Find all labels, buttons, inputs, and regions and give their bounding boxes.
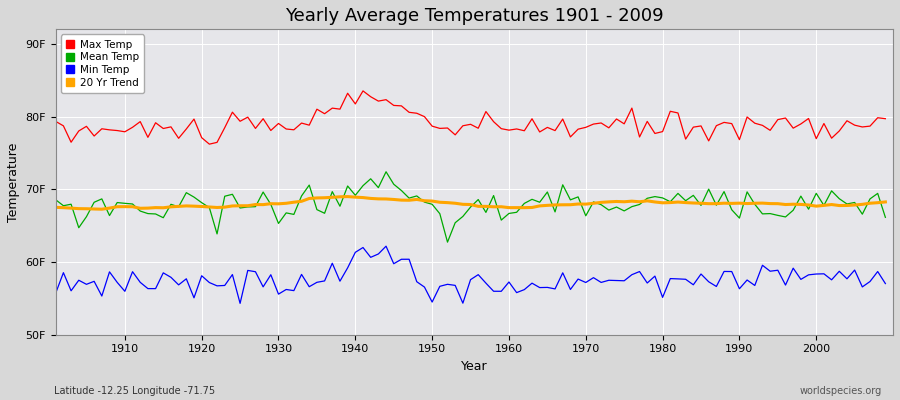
Max Temp [50,119,61,124]
Line: Max Temp: Max Temp [56,91,886,144]
Min Temp [381,244,392,248]
Min Temp [235,301,246,306]
20 Yr Trend [880,200,891,204]
Max Temp [204,142,215,146]
20 Yr Trend [611,199,622,204]
Mean Temp [880,215,891,220]
Title: Yearly Average Temperatures 1901 - 2009: Yearly Average Temperatures 1901 - 2009 [285,7,663,25]
Text: Latitude -12.25 Longitude -71.75: Latitude -12.25 Longitude -71.75 [54,386,215,396]
20 Yr Trend [342,194,353,199]
Mean Temp [281,210,292,215]
20 Yr Trend [519,205,530,210]
Max Temp [289,127,300,132]
Mean Temp [327,189,338,194]
Mean Temp [511,210,522,215]
Line: 20 Yr Trend: 20 Yr Trend [56,196,886,209]
Min Temp [611,278,622,283]
Mean Temp [442,240,453,244]
Min Temp [335,279,346,284]
X-axis label: Year: Year [461,360,488,373]
Min Temp [50,291,61,296]
Mean Temp [519,201,530,206]
20 Yr Trend [120,204,130,209]
Mean Temp [381,169,392,174]
Mean Temp [611,205,622,210]
Max Temp [357,88,368,93]
Max Temp [112,128,122,133]
Min Temp [880,281,891,286]
Text: worldspecies.org: worldspecies.org [800,386,882,396]
Line: Mean Temp: Mean Temp [56,172,886,242]
Max Temp [880,116,891,121]
Max Temp [335,107,346,112]
Mean Temp [112,200,122,205]
Y-axis label: Temperature: Temperature [7,142,20,222]
20 Yr Trend [335,194,346,199]
Min Temp [511,290,522,295]
Max Temp [519,128,530,133]
20 Yr Trend [50,205,61,210]
Min Temp [112,280,122,285]
Max Temp [611,117,622,122]
20 Yr Trend [289,200,300,205]
Min Temp [289,288,300,293]
Line: Min Temp: Min Temp [56,246,886,303]
20 Yr Trend [96,207,107,212]
Legend: Max Temp, Mean Temp, Min Temp, 20 Yr Trend: Max Temp, Mean Temp, Min Temp, 20 Yr Tre… [61,34,144,93]
Mean Temp [50,197,61,202]
20 Yr Trend [511,205,522,210]
Max Temp [511,126,522,131]
Min Temp [519,287,530,292]
